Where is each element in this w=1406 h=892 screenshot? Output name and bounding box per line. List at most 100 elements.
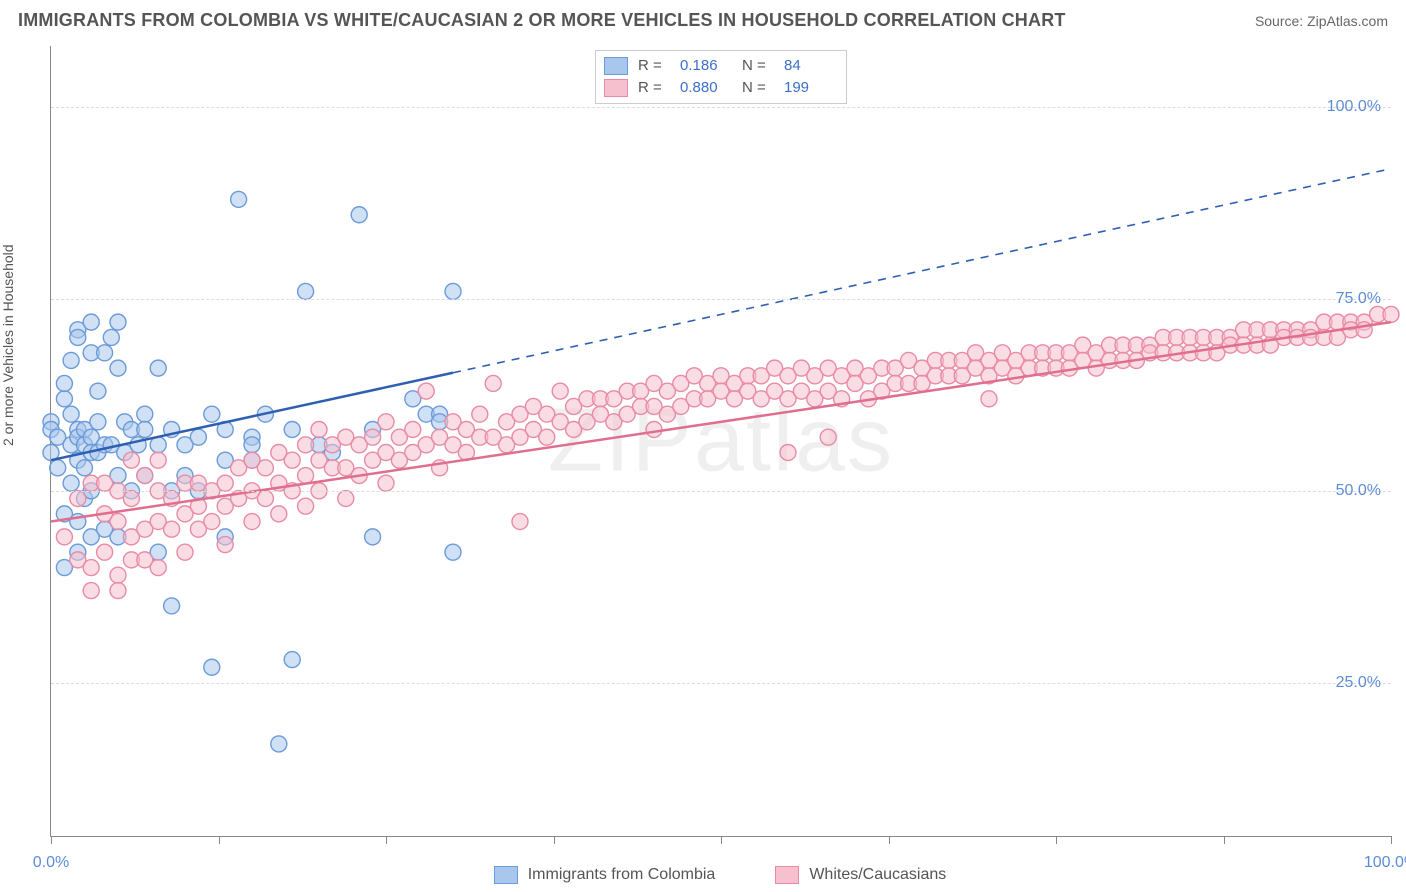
legend-row-series-0: R = 0.186 N = 84 [604, 55, 836, 77]
x-tick [51, 836, 52, 844]
scatter-point [83, 314, 99, 330]
scatter-point [110, 583, 126, 599]
scatter-point [204, 514, 220, 530]
scatter-point [123, 491, 139, 507]
source-attribution: Source: ZipAtlas.com [1255, 13, 1388, 29]
scatter-point [244, 514, 260, 530]
scatter-point [539, 429, 555, 445]
x-tick [721, 836, 722, 844]
legend-swatch-0 [604, 57, 628, 75]
scatter-point [284, 452, 300, 468]
gridline-h [51, 107, 1391, 108]
legend-swatch-1 [604, 79, 628, 97]
gridline-h [51, 683, 1391, 684]
scatter-point [405, 421, 421, 437]
scatter-point [190, 429, 206, 445]
x-tick [1056, 836, 1057, 844]
legend-row-series-1: R = 0.880 N = 199 [604, 77, 836, 99]
x-tick [889, 836, 890, 844]
correlation-legend: R = 0.186 N = 84 R = 0.880 N = 199 [595, 50, 847, 104]
legend-r-label: R = [638, 77, 670, 99]
scatter-point [780, 445, 796, 461]
x-tick [219, 836, 220, 844]
scatter-point [244, 437, 260, 453]
x-tick [386, 836, 387, 844]
scatter-point [50, 460, 66, 476]
scatter-point [137, 421, 153, 437]
scatter-point [63, 406, 79, 422]
plot-area: ZIPatlas R = 0.186 N = 84 R = 0.880 N = … [50, 46, 1391, 837]
gridline-h [51, 299, 1391, 300]
y-axis-title: 2 or more Vehicles in Household [0, 244, 16, 446]
scatter-point [56, 391, 72, 407]
legend-n-label: N = [742, 55, 774, 77]
scatter-point [365, 429, 381, 445]
x-tick [1391, 836, 1392, 844]
scatter-point [204, 659, 220, 675]
scatter-point [512, 514, 528, 530]
scatter-point [217, 475, 233, 491]
scatter-point [103, 329, 119, 345]
scatter-point [97, 345, 113, 361]
scatter-point [150, 452, 166, 468]
scatter-svg [51, 46, 1391, 836]
scatter-point [1383, 306, 1399, 322]
scatter-point [485, 375, 501, 391]
legend-bottom-swatch-1 [775, 866, 799, 884]
series-legend: Immigrants from Colombia Whites/Caucasia… [50, 866, 1390, 884]
scatter-point [83, 583, 99, 599]
scatter-point [445, 283, 461, 299]
scatter-point [164, 521, 180, 537]
scatter-point [472, 406, 488, 422]
legend-r-label: R = [638, 55, 670, 77]
scatter-point [110, 314, 126, 330]
legend-bottom-label-0: Immigrants from Colombia [528, 866, 716, 884]
scatter-point [217, 537, 233, 553]
scatter-point [271, 506, 287, 522]
scatter-point [284, 421, 300, 437]
scatter-point [365, 529, 381, 545]
scatter-point [298, 468, 314, 484]
gridline-h [51, 491, 1391, 492]
scatter-point [97, 544, 113, 560]
y-tick-label: 75.0% [1336, 290, 1381, 308]
scatter-point [981, 391, 997, 407]
legend-item-0: Immigrants from Colombia [494, 866, 716, 884]
source-name: ZipAtlas.com [1307, 13, 1388, 29]
legend-r-value-0: 0.186 [680, 55, 732, 77]
legend-bottom-label-1: Whites/Caucasians [809, 866, 946, 884]
scatter-point [231, 191, 247, 207]
scatter-point [820, 429, 836, 445]
y-tick-label: 100.0% [1327, 98, 1381, 116]
scatter-point [338, 491, 354, 507]
scatter-point [137, 468, 153, 484]
legend-n-label: N = [742, 77, 774, 99]
chart-header: IMMIGRANTS FROM COLOMBIA VS WHITE/CAUCAS… [0, 0, 1406, 37]
scatter-point [257, 460, 273, 476]
scatter-point [70, 329, 86, 345]
scatter-point [56, 375, 72, 391]
scatter-point [164, 598, 180, 614]
scatter-point [298, 498, 314, 514]
scatter-point [418, 383, 434, 399]
scatter-point [271, 736, 287, 752]
source-label: Source: [1255, 13, 1303, 29]
x-tick [554, 836, 555, 844]
scatter-point [378, 414, 394, 430]
scatter-point [150, 360, 166, 376]
scatter-point [83, 560, 99, 576]
scatter-point [445, 544, 461, 560]
legend-n-value-0: 84 [784, 55, 836, 77]
legend-item-1: Whites/Caucasians [775, 866, 946, 884]
scatter-point [378, 475, 394, 491]
y-tick-label: 25.0% [1336, 674, 1381, 692]
scatter-point [298, 437, 314, 453]
legend-n-value-1: 199 [784, 77, 836, 99]
scatter-point [77, 460, 93, 476]
scatter-point [284, 652, 300, 668]
scatter-point [137, 406, 153, 422]
scatter-point [63, 352, 79, 368]
scatter-point [56, 529, 72, 545]
scatter-point [70, 491, 86, 507]
scatter-point [90, 383, 106, 399]
